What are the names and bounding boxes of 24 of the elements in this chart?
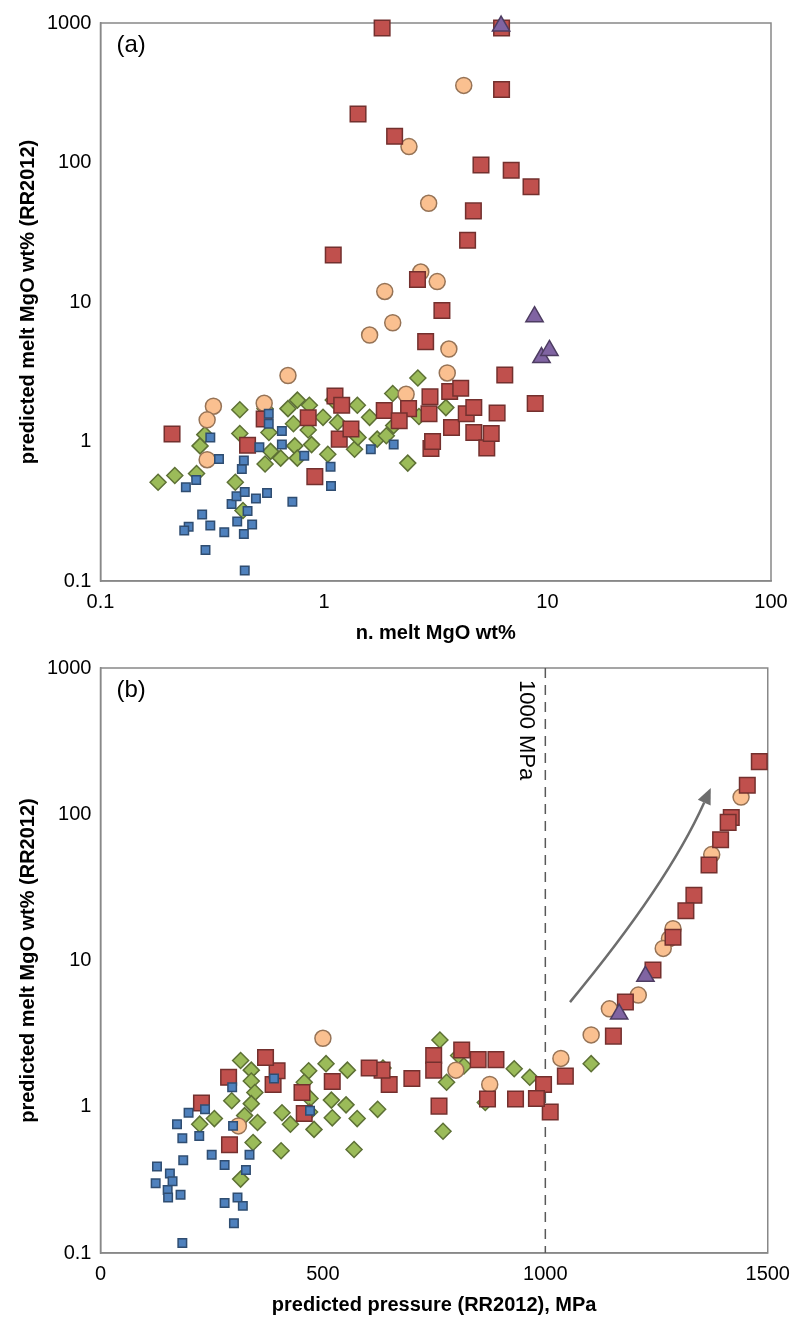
y-tick-label: 1000: [46, 655, 92, 678]
x-axis-title: n. melt MgO wt%: [355, 620, 516, 643]
x-tick-label: 1500: [745, 1261, 790, 1284]
y-tick-label: 1000: [46, 10, 92, 33]
annotation: (b): [116, 674, 146, 702]
ref-line-label: 1000 MPa: [515, 680, 541, 782]
y-axis-title: predicted melt MgO wt% (RR2012): [15, 798, 38, 1123]
x-tick-label: 500: [306, 1261, 340, 1284]
y-tick-label: 0.1: [63, 568, 92, 591]
x-tick-label: 10: [536, 589, 559, 612]
annotation: (a): [116, 29, 146, 57]
y-tick-label: 0.1: [63, 1240, 92, 1263]
y-tick-label: 1: [80, 1094, 92, 1117]
y-tick-label: 100: [58, 801, 92, 824]
x-tick-label: 100: [754, 589, 788, 612]
y-tick-label: 1: [80, 429, 92, 452]
x-axis-title: predicted pressure (RR2012), MPa: [271, 1292, 598, 1315]
x-tick-label: 0: [94, 1261, 107, 1284]
x-tick-label: 1: [318, 589, 330, 612]
y-axis-title: predicted melt MgO wt% (RR2012): [15, 139, 38, 465]
y-tick-label: 10: [69, 289, 92, 312]
x-tick-label: 1000: [523, 1261, 568, 1284]
y-tick-label: 10: [69, 948, 92, 971]
y-tick-label: 100: [58, 150, 92, 173]
